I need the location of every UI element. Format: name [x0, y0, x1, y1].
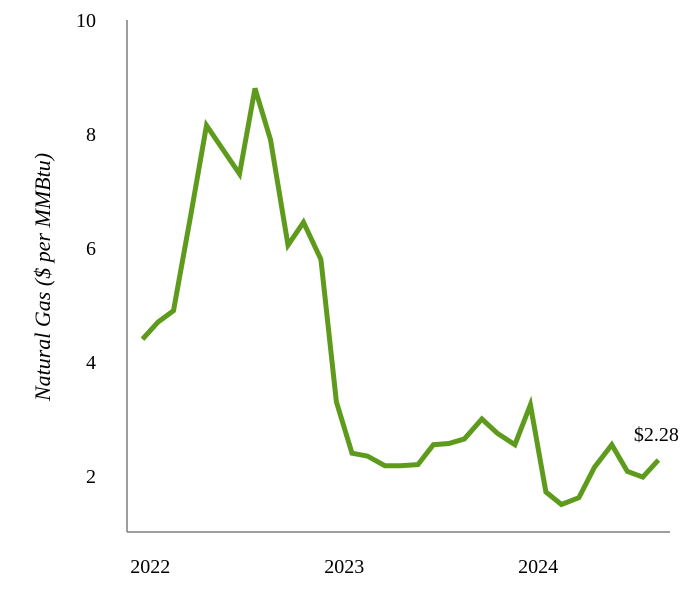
y-axis-label: Natural Gas ($ per MMBtu) [30, 153, 55, 402]
series-group [140, 87, 661, 508]
y-tick-label: 10 [76, 10, 96, 32]
y-tick-labels: 2 4 6 8 10 [76, 10, 96, 488]
x-tick-label: 2023 [324, 556, 364, 578]
y-tick-label: 2 [86, 466, 96, 488]
x-tick-label: 2024 [518, 556, 558, 578]
x-tick-label: 2022 [130, 556, 170, 578]
x-tick-labels: 2022 2023 2024 [130, 556, 558, 578]
series-line [140, 87, 661, 508]
y-tick-label: 8 [86, 124, 96, 146]
last-value-label: $2.28 [634, 424, 679, 446]
y-tick-label: 4 [86, 352, 96, 374]
y-tick-label: 6 [86, 238, 96, 260]
